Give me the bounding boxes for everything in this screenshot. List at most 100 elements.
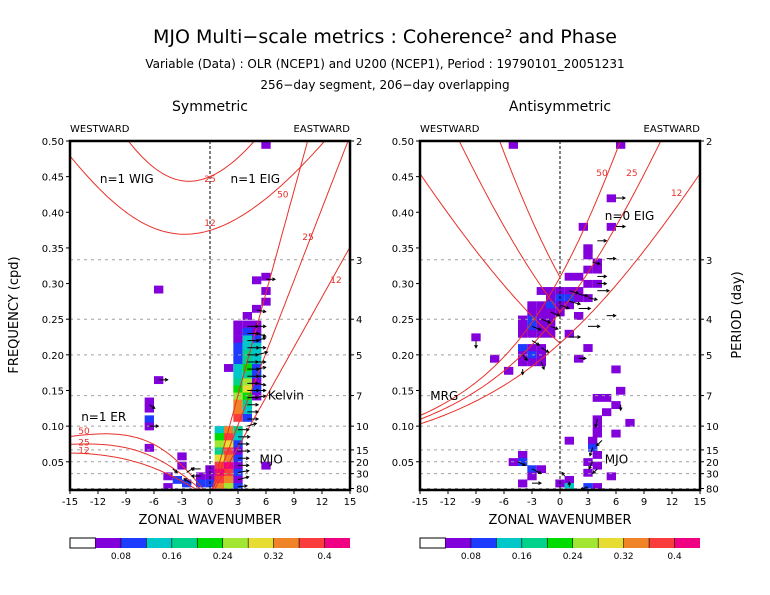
mrg-curve — [420, 342, 561, 425]
figure-subtitle-2: 256−day segment, 206−day overlapping — [260, 78, 509, 92]
phase-arrow — [522, 354, 528, 361]
coherence-cell — [163, 483, 173, 490]
coherence-cell — [144, 443, 154, 452]
phase-arrow — [517, 461, 526, 466]
colorbar-label: 0.32 — [264, 552, 284, 562]
colorbar-swatch — [572, 538, 599, 548]
phase-arrow-head — [262, 388, 267, 393]
coherence-cell — [625, 418, 635, 427]
colorbar-right: 0.08 0.16 0.24 0.32 0.4 — [419, 537, 700, 562]
coherence-cell — [616, 141, 626, 149]
y-tick-label: 0.15 — [42, 386, 64, 397]
coherence-cell — [527, 358, 537, 367]
coherence-cell — [224, 468, 234, 477]
phase-arrow-head — [264, 350, 269, 355]
phase-arrow-head — [593, 297, 599, 301]
phase-arrow-head — [547, 320, 552, 324]
coherence-cell — [214, 426, 224, 434]
phase-arrow-head — [575, 290, 580, 295]
x-tick-label: 9 — [291, 497, 297, 508]
curve-label-12: 12 — [671, 189, 682, 199]
coherence-cell — [261, 141, 271, 149]
x-tick-label: 3 — [585, 497, 591, 508]
ig-curve — [70, 141, 326, 235]
coherence-cell — [611, 429, 621, 438]
curve-label-12: 12 — [330, 276, 341, 286]
colorbar-swatch — [248, 538, 274, 548]
phase-arrow — [256, 337, 266, 342]
y-tick-label: 0.35 — [392, 244, 414, 255]
coherence-cell — [214, 440, 224, 449]
colorbar-swatch — [496, 538, 522, 548]
coherence-cell — [592, 429, 602, 438]
coherence-cell — [536, 322, 546, 331]
coherence-cell — [536, 465, 546, 474]
coherence-cell — [233, 335, 243, 344]
colorbar-swatch — [445, 538, 471, 548]
annotation-label: Kelvin — [268, 388, 304, 402]
phase-arrow-head — [262, 365, 267, 370]
colorbar-label: 0.4 — [667, 552, 682, 562]
period-tick-label: 20 — [356, 458, 369, 469]
phase-arrow-head — [262, 374, 267, 379]
colorbar-swatch — [197, 538, 223, 548]
coherence-cell — [546, 329, 556, 338]
phase-arrow-head — [582, 356, 587, 361]
phase-arrow — [541, 347, 549, 353]
x-tick-label: 15 — [344, 497, 357, 508]
period-tick-label: 3 — [356, 256, 362, 267]
coherence-cell — [536, 287, 546, 295]
coherence-cell — [564, 436, 574, 445]
figure-title: MJO Multi−scale metrics : Coherence² and… — [153, 26, 617, 48]
period-tick-label: 5 — [356, 351, 362, 362]
coherence-cell — [518, 344, 528, 352]
coherence-cell — [536, 301, 546, 310]
mrg-curve — [420, 311, 561, 420]
coherence-cell — [508, 141, 518, 149]
coherence-cell — [177, 452, 187, 461]
coherence-cell — [574, 287, 584, 295]
coherence-cell — [252, 320, 262, 329]
coherence-cell — [583, 244, 593, 253]
phase-arrow-head — [596, 261, 601, 266]
phase-arrow-head — [262, 360, 267, 364]
coherence-cell — [527, 344, 537, 352]
phase-arrow-head — [556, 313, 561, 317]
colorbar-swatch — [146, 538, 172, 548]
phase-arrow-head — [262, 336, 267, 341]
x-tick-label: -6 — [149, 497, 159, 508]
coherence-cell — [564, 272, 574, 281]
colorbar-swatch — [623, 538, 650, 548]
coherence-cell — [518, 458, 528, 467]
phase-arrow-head — [577, 301, 582, 306]
coherence-cell — [224, 433, 234, 442]
coherence-cell — [242, 335, 252, 344]
colorbar-swatch — [649, 538, 675, 548]
period-tick-label: 15 — [356, 446, 369, 457]
phase-arrow — [596, 440, 603, 447]
phase-arrow — [541, 318, 551, 324]
coherence-cell — [518, 315, 528, 324]
annotation-label: n=0 EIG — [605, 209, 655, 223]
annotation-label: n=1 ER — [81, 410, 126, 424]
figure-subtitle-1: Variable (Data) : OLR (NCEP1) and U200 (… — [145, 57, 624, 71]
coherence-cell — [261, 297, 271, 306]
y-tick-label: 0.10 — [392, 422, 414, 433]
coherence-cell — [224, 454, 234, 463]
colorbar-label: 0.16 — [162, 552, 182, 562]
period-tick-label: 5 — [706, 351, 712, 362]
phase-arrow — [540, 361, 545, 370]
colorbar-swatch — [95, 538, 121, 548]
phase-arrow — [559, 304, 570, 310]
eastward-label-right: EASTWARD — [644, 124, 701, 135]
coherence-cell — [518, 451, 528, 459]
coherence-cell — [471, 333, 481, 342]
phase-arrow-head — [588, 465, 592, 470]
coherence-cell — [214, 454, 224, 463]
coherence-cell — [233, 378, 243, 387]
er-curve — [70, 452, 199, 490]
colorbar-swatch — [120, 538, 147, 548]
coherence-cell — [527, 308, 537, 317]
coherence-cell — [261, 461, 271, 470]
